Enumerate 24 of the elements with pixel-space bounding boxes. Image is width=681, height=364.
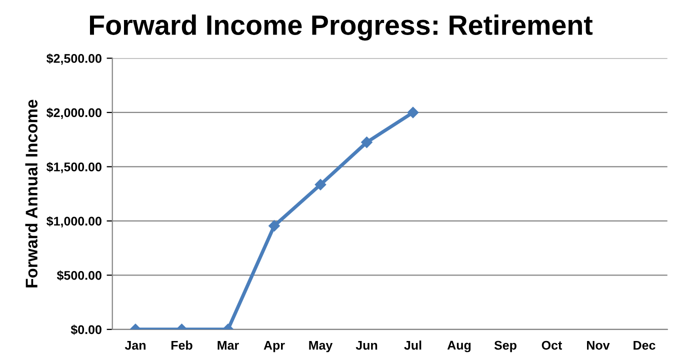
x-tick-label: Apr xyxy=(264,340,285,352)
x-tick-label: Jun xyxy=(356,340,378,350)
x-tick-label: May xyxy=(309,340,333,352)
x-tick-label: Feb xyxy=(171,340,192,350)
point xyxy=(268,220,280,232)
x-tick-label: Mar xyxy=(218,340,239,350)
point xyxy=(407,106,419,118)
x-tick-label: Jul xyxy=(404,340,422,350)
x-tick-label: Jan xyxy=(124,340,146,350)
y-tick-label: $500.00 xyxy=(56,270,102,281)
y-tick-label: $2,500.00 xyxy=(46,53,102,65)
point xyxy=(361,136,372,148)
y-tick-label: $0.00 xyxy=(70,324,102,335)
y-tick-label: $1,000.00 xyxy=(46,216,102,228)
x-tick-label: Nov xyxy=(587,340,610,350)
x-tick-label: Sep xyxy=(494,340,516,352)
y-axis-title: Forward Annual Income xyxy=(25,100,38,288)
x-tick-label: Aug xyxy=(447,340,471,352)
y-tick-label: $1,500.00 xyxy=(46,162,102,174)
x-tick-label: Oct xyxy=(542,340,562,350)
y-tick-label: $2,000.00 xyxy=(46,108,102,119)
x-tick-label: Dec xyxy=(634,340,656,350)
point xyxy=(314,179,326,190)
chart-title: Forward Income Progress: Retirement xyxy=(90,14,593,41)
